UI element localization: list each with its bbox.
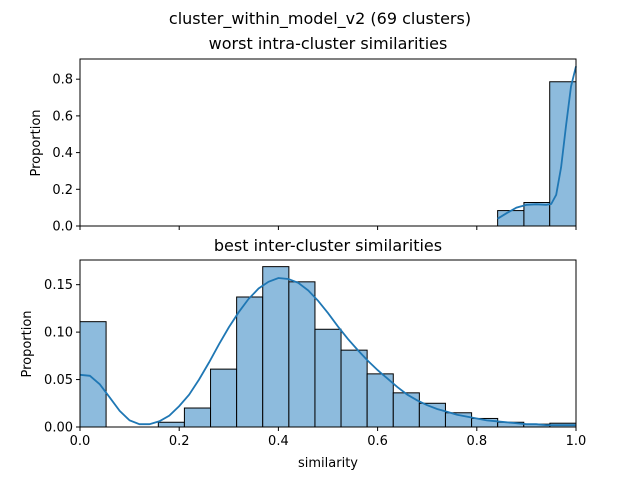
bottom-panel-xtick-label-5: 1.0 <box>566 434 587 449</box>
top-panel-frame <box>79 58 577 227</box>
top-panel-ytick-label-1: 0.2 <box>52 183 73 198</box>
bottom-panel-xtick-label-3: 0.6 <box>367 434 388 449</box>
bottom-panel-bar-8 <box>288 281 316 428</box>
bottom-panel-kde <box>79 277 576 426</box>
bottom-panel-xaxis: 0.0 0.2 0.4 0.6 0.8 1.0 <box>70 427 587 449</box>
bottom-panel-ytick-label-1: 0.05 <box>44 373 73 388</box>
top-panel-ytick-label-3: 0.6 <box>52 109 73 124</box>
x-axis-label: similarity <box>298 456 358 471</box>
top-panel-ytick-label-4: 0.8 <box>52 73 73 88</box>
bottom-panel-bars <box>79 266 577 428</box>
bottom-panel-xtick-label-0: 0.0 <box>70 434 91 449</box>
top-panel-ylabel: Proportion <box>29 109 44 176</box>
top-panel-bar-0 <box>497 210 525 227</box>
bottom-panel-bar-6 <box>236 296 264 428</box>
bottom-panel-ytick-label-3: 0.15 <box>44 278 73 293</box>
bottom-panel-yaxis: 0.00 0.05 0.10 0.15 <box>44 278 80 436</box>
bottom-panel-bar-3 <box>157 421 185 428</box>
figure-suptitle: cluster_within_model_v2 (69 clusters) <box>169 9 471 29</box>
top-panel-kde-line <box>497 66 577 220</box>
bottom-panel-bar-12 <box>392 392 420 428</box>
bottom-panel: best inter-cluster similarities Proporti… <box>20 236 586 449</box>
bottom-panel-bar-10 <box>340 349 368 428</box>
bottom-panel-ytick-label-2: 0.10 <box>44 326 73 341</box>
bottom-panel-bar-9 <box>314 328 342 428</box>
bottom-panel-kde-line <box>79 277 576 426</box>
bottom-panel-bar-7 <box>262 266 290 428</box>
bottom-panel-title: best inter-cluster similarities <box>214 236 442 255</box>
bottom-panel-bar-11 <box>366 373 394 428</box>
bottom-panel-bar-4 <box>183 407 212 428</box>
bottom-panel-xtick-label-1: 0.2 <box>169 434 190 449</box>
top-panel-bar-1 <box>523 202 551 227</box>
bottom-panel-xtick-label-4: 0.8 <box>466 434 487 449</box>
top-panel-xaxis <box>79 226 577 230</box>
bottom-panel-frame <box>79 259 577 428</box>
top-panel: worst intra-cluster similarities Proport… <box>29 34 577 235</box>
top-panel-title: worst intra-cluster similarities <box>209 34 448 53</box>
top-panel-kde <box>497 66 577 220</box>
top-panel-yaxis: 0.0 0.2 0.4 0.6 0.8 <box>52 73 80 235</box>
bottom-panel-xtick-label-2: 0.4 <box>268 434 289 449</box>
top-panel-ytick-label-0: 0.0 <box>52 220 73 235</box>
bottom-panel-ytick-label-0: 0.00 <box>44 421 73 436</box>
top-panel-ytick-label-2: 0.4 <box>52 146 73 161</box>
bottom-panel-ylabel: Proportion <box>20 310 35 377</box>
bottom-panel-bar-5 <box>210 368 238 428</box>
